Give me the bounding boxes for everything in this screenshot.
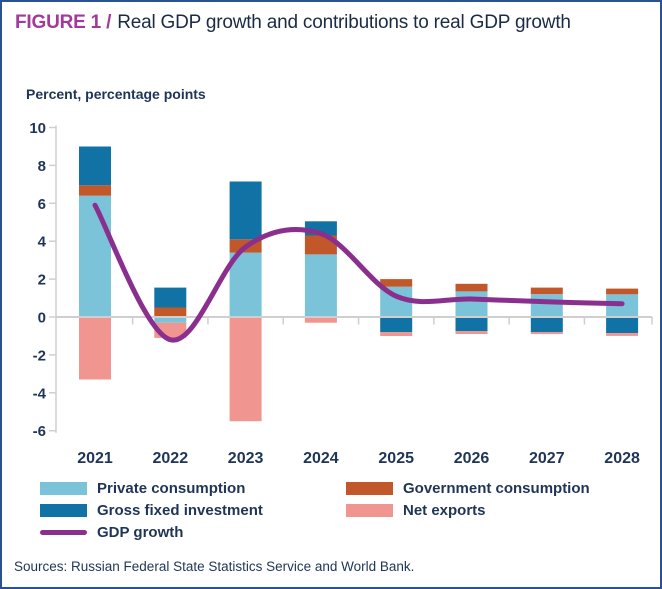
bar-segment-2025 xyxy=(380,332,413,336)
x-axis: 2021 2022 2023 2024 2025 2026 2027 2028 xyxy=(56,316,653,467)
bar-segment-2023 xyxy=(229,181,262,240)
bar-segment-2021 xyxy=(79,146,111,186)
bar-segment-2024 xyxy=(304,317,337,323)
bar-segment-2021 xyxy=(79,185,111,196)
x-year-label: 2024 xyxy=(303,450,339,467)
bar-segment-2027 xyxy=(530,332,563,335)
private-consumption-swatch xyxy=(40,482,87,495)
legend-label: GDP growth xyxy=(97,524,184,541)
bar-segment-2026 xyxy=(455,291,488,317)
bar-segment-2028 xyxy=(606,288,639,295)
bar-segment-2026 xyxy=(455,317,488,332)
legend-label: Government consumption xyxy=(403,480,590,497)
x-year-label: 2021 xyxy=(77,450,113,467)
bar-segment-2026 xyxy=(455,331,488,334)
x-year-label: 2028 xyxy=(604,450,640,467)
y-tick-label: 2 xyxy=(38,272,46,289)
bar-segment-2028 xyxy=(606,317,639,334)
legend-item-government-consumption: Government consumption xyxy=(346,480,590,497)
figure-label: FIGURE 1 / xyxy=(15,12,112,33)
y-tick-label: 0 xyxy=(38,310,46,327)
government-consumption-swatch xyxy=(346,482,393,495)
figure-title-text: Real GDP growth and contributions to rea… xyxy=(117,12,571,33)
bar-segment-2023 xyxy=(229,252,262,317)
gdp-growth-line xyxy=(92,202,625,343)
legend-item-net-exports: Net exports xyxy=(346,502,590,519)
legend-label: Gross fixed investment xyxy=(97,502,263,519)
y-tick-label: 6 xyxy=(38,196,46,213)
bar-segment-2023 xyxy=(229,317,262,422)
gdp-growth-line-swatch xyxy=(40,530,87,535)
sources-note: Sources: Russian Federal State Statistic… xyxy=(14,559,415,574)
bar-segment-2027 xyxy=(530,287,563,295)
bar-segment-2022 xyxy=(154,287,187,308)
y-tick-label: 4 xyxy=(38,234,47,251)
y-tick-label: -2 xyxy=(33,347,46,364)
net-exports-swatch xyxy=(346,504,393,517)
gross-fixed-investment-swatch xyxy=(40,504,87,517)
x-year-label: 2025 xyxy=(378,450,414,467)
bar-segment-2021 xyxy=(79,317,111,380)
bar-segment-2025 xyxy=(380,279,413,287)
legend-item-gross-fixed-investment: Gross fixed investment xyxy=(40,502,346,519)
bar-segment-2027 xyxy=(530,317,563,333)
bar-segment-2028 xyxy=(606,333,639,336)
bar-segment-2024 xyxy=(304,254,337,317)
bars-group xyxy=(79,146,639,422)
y-tick-label: 8 xyxy=(38,158,46,175)
bar-segment-2027 xyxy=(530,294,563,317)
x-year-label: 2022 xyxy=(153,450,189,467)
bar-segment-2022 xyxy=(154,307,187,317)
x-year-label: 2026 xyxy=(454,450,490,467)
legend-item-gdp-growth: GDP growth xyxy=(40,524,346,541)
y-axis: 10 8 6 4 2 0 -2 -4 -6 xyxy=(29,120,57,440)
y-tick-label: -6 xyxy=(33,423,46,440)
y-axis-units-label: Percent, percentage points xyxy=(26,86,206,102)
figure-title: FIGURE 1 /Real GDP growth and contributi… xyxy=(15,12,571,34)
legend-item-private-consumption: Private consumption xyxy=(40,480,346,497)
bar-segment-2022 xyxy=(154,317,187,323)
legend-label: Net exports xyxy=(403,502,486,519)
bar-segment-2026 xyxy=(455,283,488,292)
legend: Private consumption Government consumpti… xyxy=(40,480,590,541)
x-year-label: 2027 xyxy=(529,450,565,467)
bar-segment-2025 xyxy=(380,317,413,333)
y-tick-label: 10 xyxy=(29,120,46,137)
legend-label: Private consumption xyxy=(97,480,246,497)
x-year-label: 2023 xyxy=(228,450,264,467)
bar-segment-2021 xyxy=(79,195,111,317)
y-tick-label: -4 xyxy=(33,385,47,402)
